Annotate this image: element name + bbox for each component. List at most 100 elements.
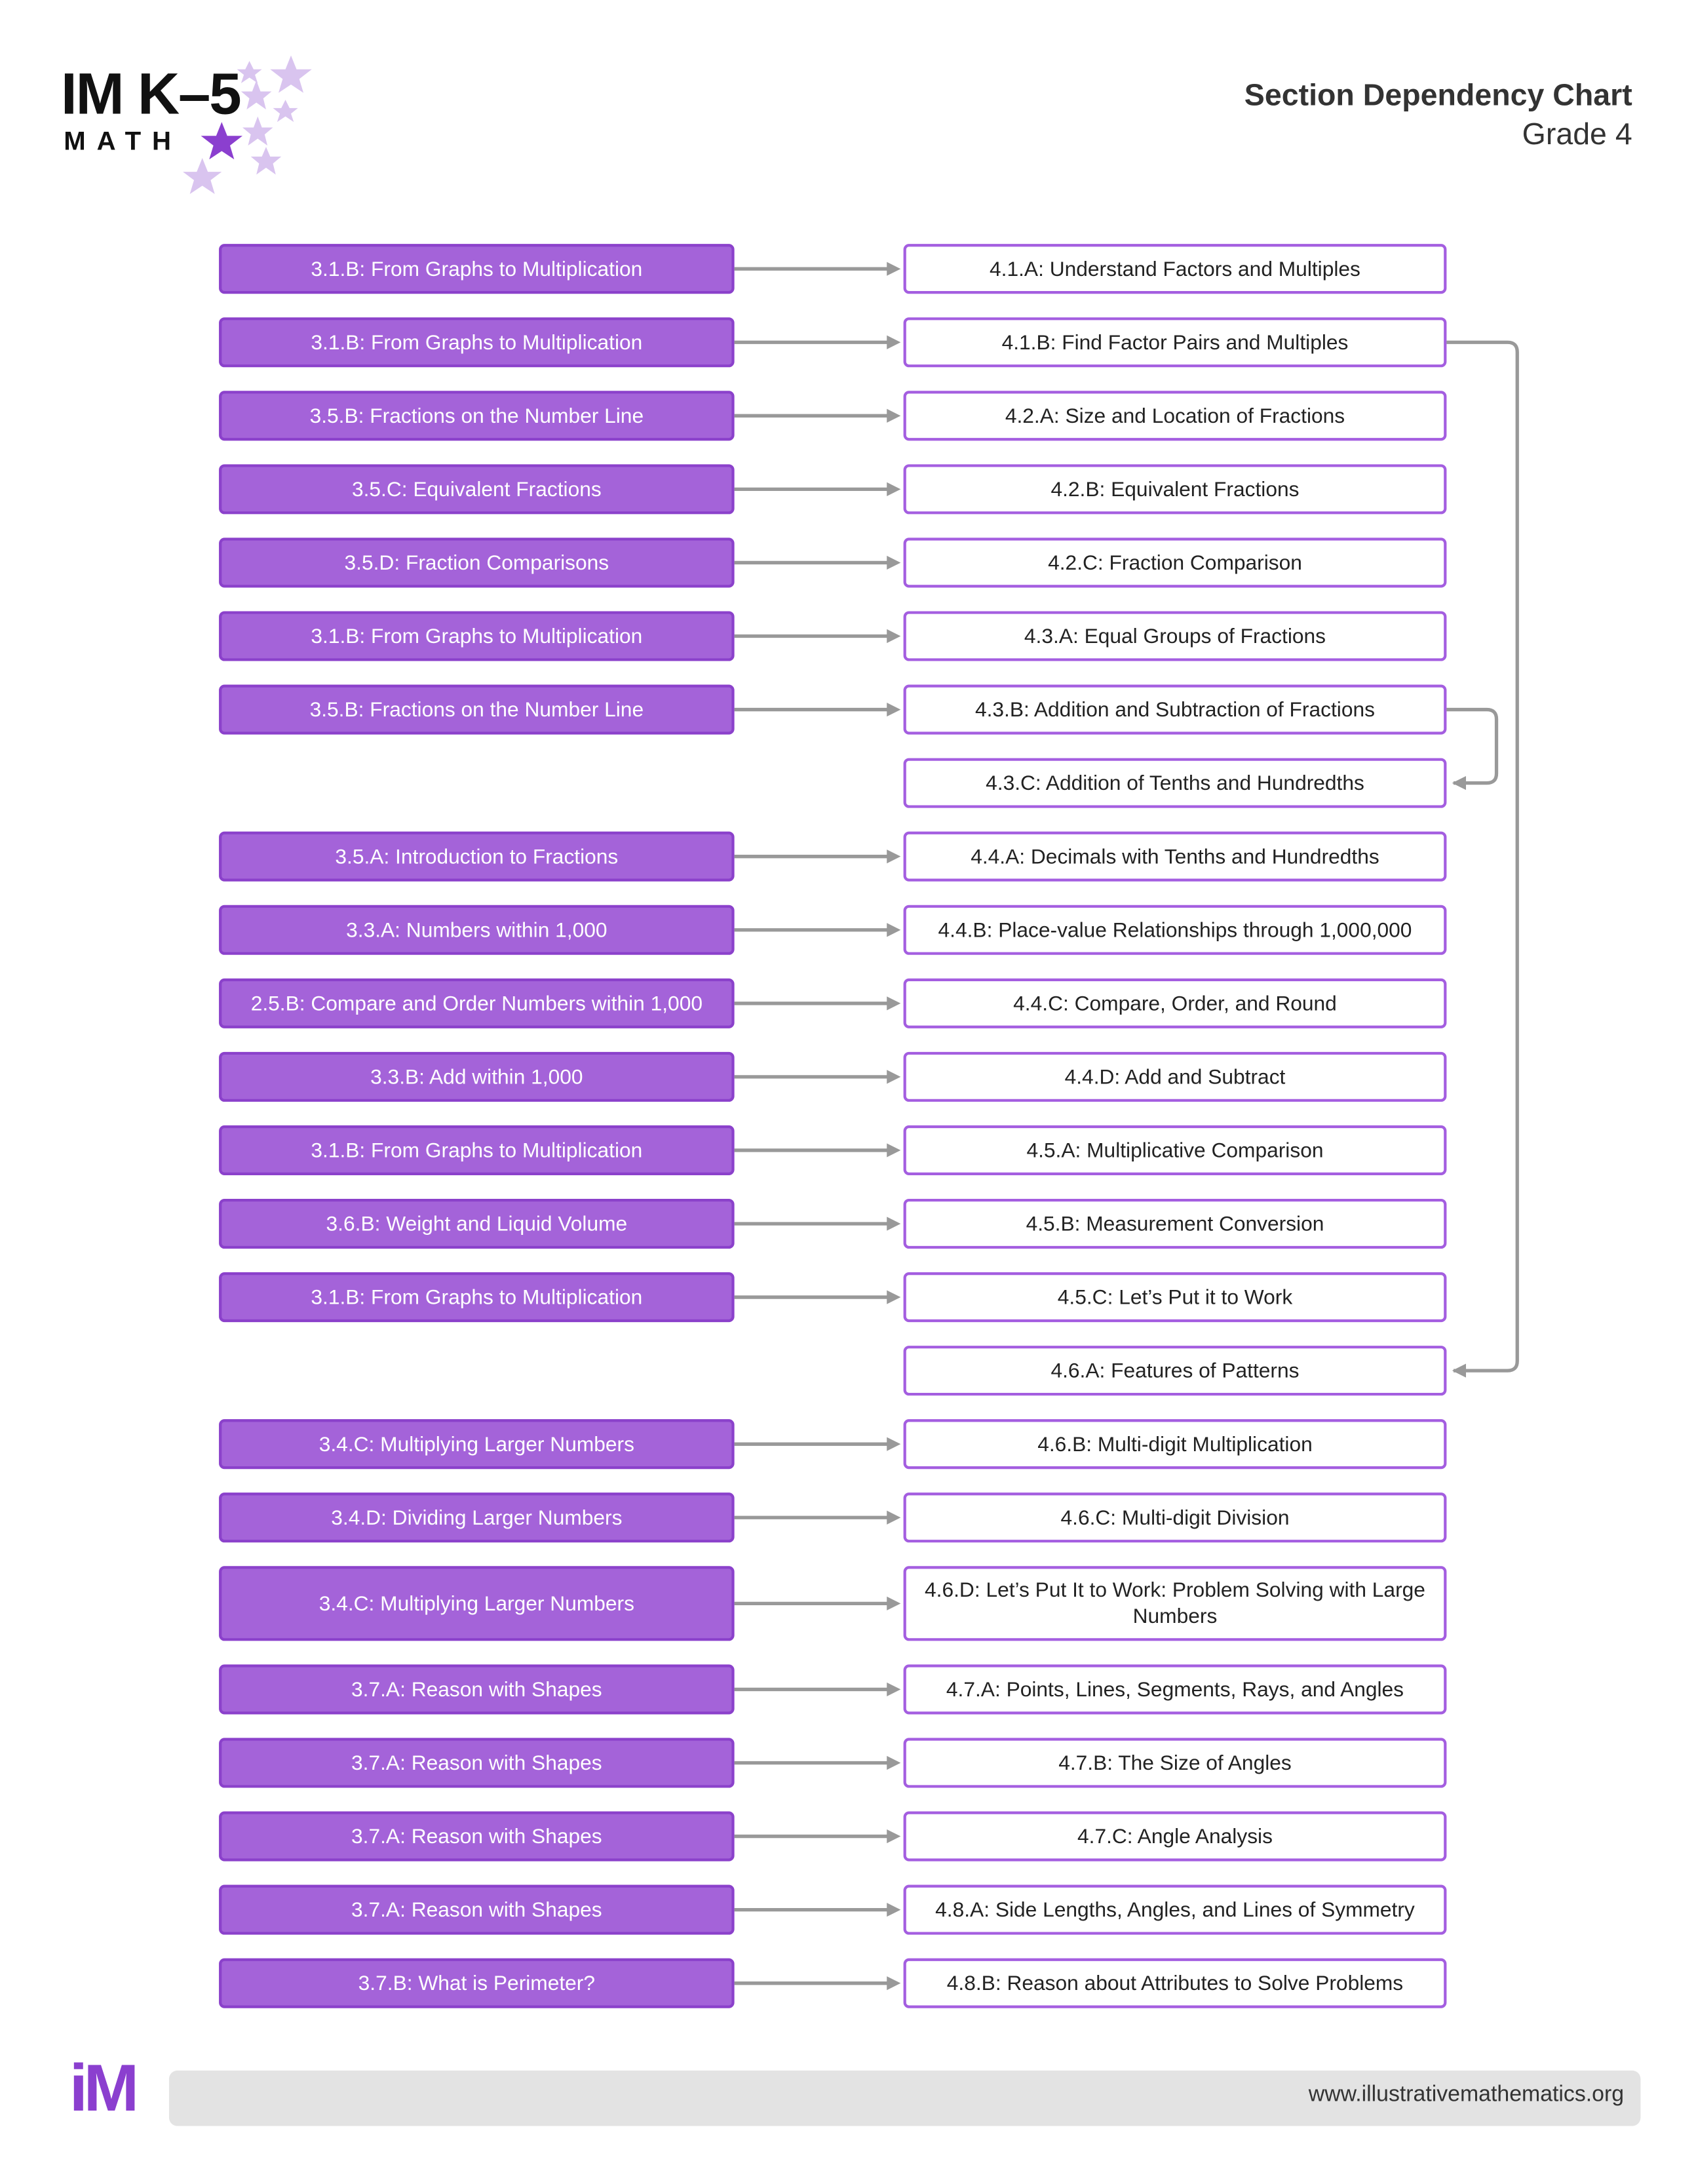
arrow-gap (734, 1959, 904, 2008)
prerequisite-box: 3.1.B: From Graphs to Multiplication (219, 317, 735, 368)
arrow-head-shape (887, 1217, 901, 1231)
arrow-gap (734, 1566, 904, 1641)
arrow-gap (734, 1419, 904, 1469)
section-box: 4.8.B: Reason about Attributes to Solve … (903, 1958, 1447, 2008)
arrow-head (887, 1510, 901, 1525)
arrow-head (887, 408, 901, 423)
section-box: 4.3.A: Equal Groups of Fractions (903, 611, 1447, 661)
dependency-row: 2.5.B: Compare and Order Numbers within … (219, 978, 1447, 1028)
arrow-head-shape (887, 702, 901, 717)
arrow-gap (734, 685, 904, 735)
arrow-gap (735, 1346, 904, 1395)
arrow-head-shape (887, 1290, 901, 1304)
arrow-head-shape (887, 1903, 901, 1917)
arrow-gap (734, 1811, 904, 1861)
arrow-gap (734, 317, 904, 367)
logo-subtitle: MATH (64, 127, 182, 157)
arrow-head-shape (887, 482, 901, 496)
prerequisite-box: 3.1.B: From Graphs to Multiplication (219, 244, 735, 294)
dependency-row: 3.5.A: Introduction to Fractions 4.4.A: D… (219, 831, 1447, 882)
arrow (734, 1070, 901, 1084)
arrow-head-shape (887, 1682, 901, 1697)
arrow-head (887, 555, 901, 570)
dependency-row: 3.6.B: Weight and Liquid Volume 4.5.B: Me… (219, 1198, 1447, 1249)
arrow (734, 1903, 901, 1917)
arrow (734, 482, 901, 496)
dependency-row: 3.5.B: Fractions on the Number Line 4.3.B… (219, 684, 1447, 735)
prerequisite-box: 3.7.A: Reason with Shapes (219, 1738, 735, 1788)
dependency-row: 3.7.B: What is Perimeter? 4.8.B: Reason a… (219, 1958, 1447, 2008)
prerequisite-box: 3.7.B: What is Perimeter? (219, 1958, 735, 2008)
arrow-head (887, 262, 901, 276)
section-box: 4.8.A: Side Lengths, Angles, and Lines o… (903, 1884, 1447, 1935)
arrow-gap (734, 464, 904, 514)
arrow-head (887, 629, 901, 644)
arrow-head-shape (887, 849, 901, 864)
arrow (734, 1217, 901, 1231)
section-box: 4.5.C: Let’s Put it to Work (903, 1272, 1447, 1323)
arrow-head (887, 923, 901, 937)
prerequisite-box: 3.5.D: Fraction Comparisons (219, 537, 735, 588)
dependency-row: 4.6.A: Features of Patterns (219, 1346, 1447, 1396)
arrow (734, 335, 901, 349)
arrow-head-shape (887, 262, 901, 276)
arrow (734, 1437, 901, 1451)
arrow-head (887, 1976, 901, 1991)
arrow-head-shape (887, 629, 901, 644)
section-box: 4.2.B: Equivalent Fractions (903, 464, 1447, 515)
dependency-row: 3.1.B: From Graphs to Multiplication 4.1.… (219, 317, 1447, 368)
prerequisite-box: 3.7.A: Reason with Shapes (219, 1884, 735, 1935)
section-box: 4.2.A: Size and Location of Fractions (903, 391, 1447, 441)
prerequisite-box: 3.4.C: Multiplying Larger Numbers (219, 1419, 735, 1470)
dependency-row: 3.3.B: Add within 1,000 4.4.D: Add and Su… (219, 1051, 1447, 1102)
section-box: 4.3.C: Addition of Tenths and Hundredths (903, 758, 1447, 808)
section-box: 4.6.B: Multi-digit Multiplication (903, 1419, 1447, 1470)
arrow-head (887, 1070, 901, 1084)
arrow (734, 1755, 901, 1770)
arrow-head (887, 702, 901, 717)
arrow-head-shape (887, 1755, 901, 1770)
section-box: 4.4.D: Add and Subtract (903, 1051, 1447, 1102)
arrow-head (887, 849, 901, 864)
arrow-head-shape (887, 555, 901, 570)
arrow-head (887, 996, 901, 1011)
arrow-head (887, 482, 901, 496)
dependency-rows: 3.1.B: From Graphs to Multiplication 4.1.… (219, 244, 1447, 2008)
arrow-head-shape (887, 1596, 901, 1610)
prerequisite-box: 3.5.B: Fractions on the Number Line (219, 391, 735, 441)
subtitle: Grade 4 (1522, 116, 1632, 151)
arrow-head-shape (887, 1510, 901, 1525)
arrow-gap (734, 1125, 904, 1175)
section-box: 4.7.C: Angle Analysis (903, 1811, 1447, 1862)
arrow (734, 1510, 901, 1525)
arrow (734, 996, 901, 1011)
arrow-head-shape (887, 1070, 901, 1084)
prerequisite-box: 3.6.B: Weight and Liquid Volume (219, 1198, 735, 1249)
dependency-row: 3.1.B: From Graphs to Multiplication 4.5.… (219, 1272, 1447, 1323)
arrow-head (887, 1755, 901, 1770)
dependency-row: 3.4.D: Dividing Larger Numbers 4.6.C: Mul… (219, 1492, 1447, 1543)
dependency-row: 3.4.C: Multiplying Larger Numbers 4.6.D: … (219, 1566, 1447, 1641)
arrow-head-shape (887, 923, 901, 937)
arrow-head (887, 1903, 901, 1917)
arrow (734, 408, 901, 423)
logo-title: IM K–5 (61, 61, 242, 127)
bracket-arrow (1446, 340, 1519, 1378)
arrow-head (887, 1143, 901, 1158)
arrow-head-shape (887, 1143, 901, 1158)
prerequisite-box: 3.5.B: Fractions on the Number Line (219, 684, 735, 735)
dependency-row: 3.3.A: Numbers within 1,000 4.4.B: Place-… (219, 905, 1447, 955)
arrow-gap (734, 244, 904, 294)
arrow-head (887, 1217, 901, 1231)
section-box: 4.1.B: Find Factor Pairs and Multiples (903, 317, 1447, 368)
arrow-gap (735, 758, 904, 808)
arrow-head (887, 335, 901, 349)
dependency-row: 3.7.A: Reason with Shapes 4.8.A: Side Len… (219, 1884, 1447, 1935)
dependency-row: 3.5.D: Fraction Comparisons 4.2.C: Fracti… (219, 537, 1447, 588)
arrow-head (887, 1437, 901, 1451)
prerequisite-box: 3.7.A: Reason with Shapes (219, 1811, 735, 1862)
footer-bar (168, 2070, 1641, 2126)
